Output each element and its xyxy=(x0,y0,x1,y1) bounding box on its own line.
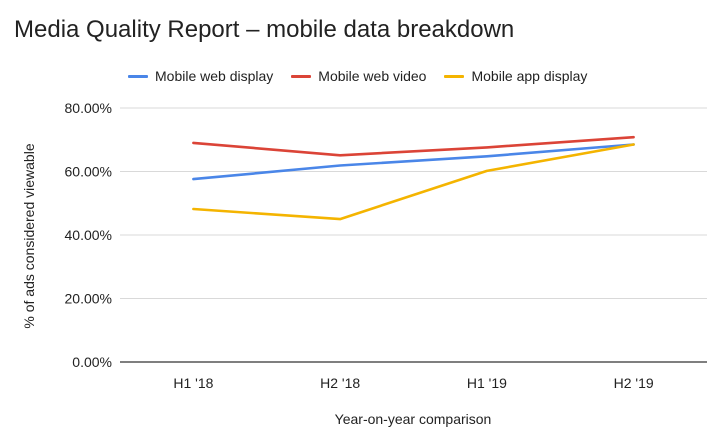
legend-label: Mobile web video xyxy=(318,68,427,84)
legend-swatch xyxy=(444,74,465,78)
x-tick-label: H1 '18 xyxy=(173,375,213,391)
series-line-mobile-web-video[interactable] xyxy=(192,135,635,157)
y-tick-label: 40.00% xyxy=(65,227,112,243)
y-axis-title: % of ads considered viewable xyxy=(21,143,37,328)
legend-item-mobile-web-display[interactable]: Mobile web display xyxy=(128,68,273,84)
chart-title: Media Quality Report – mobile data break… xyxy=(14,16,515,43)
legend-item-mobile-web-video[interactable]: Mobile web video xyxy=(291,68,426,84)
legend-item-mobile-app-display[interactable]: Mobile app display xyxy=(444,68,587,84)
legend-label: Mobile app display xyxy=(471,68,588,84)
y-tick-label: 20.00% xyxy=(65,291,112,307)
y-tick-label: 60.00% xyxy=(65,164,112,180)
series-lines xyxy=(192,135,635,221)
legend-swatch xyxy=(128,74,148,78)
gridlines xyxy=(120,107,707,363)
legend: Mobile web display Mobile web video Mobi… xyxy=(128,66,587,86)
y-axis-ticks: 0.00% 20.00% 40.00% 60.00% 80.00% xyxy=(65,100,112,370)
series-line-mobile-app-display[interactable] xyxy=(192,143,635,221)
legend-swatch xyxy=(291,74,312,78)
y-tick-label: 0.00% xyxy=(72,354,112,370)
x-tick-label: H2 '19 xyxy=(614,375,654,391)
x-axis-title: Year-on-year comparison xyxy=(335,411,492,427)
x-tick-label: H2 '18 xyxy=(320,375,360,391)
x-tick-label: H1 '19 xyxy=(467,375,507,391)
y-tick-label: 80.00% xyxy=(65,100,112,116)
x-axis-ticks: H1 '18 H2 '18 H1 '19 H2 '19 xyxy=(173,375,653,391)
series-line-mobile-web-display[interactable] xyxy=(192,143,635,181)
legend-label: Mobile web display xyxy=(155,68,274,84)
